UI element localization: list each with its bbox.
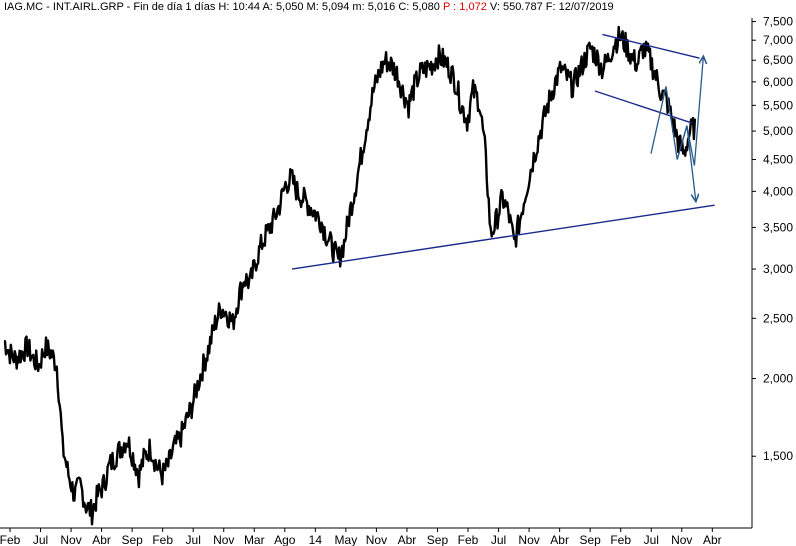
x-tick-label: Feb [458, 533, 479, 546]
chart-info-bar: IAG.MC - INT.AIRL.GRP - Fin de día 1 día… [4, 1, 614, 13]
v-value: 550.787 [502, 1, 543, 13]
x-tick-label: Feb [610, 533, 631, 546]
min-value: 5,016 [367, 1, 396, 13]
x-tick-label: 14 [309, 533, 323, 546]
x-tick-label: Abr [398, 533, 417, 546]
x-tick-label: Jul [33, 533, 48, 546]
y-tick-label: 3,500 [763, 220, 793, 234]
price-line [3, 25, 697, 526]
m-value: 5,094 [321, 1, 350, 13]
v-label: V: [489, 1, 500, 13]
y-tick-label: 1,500 [763, 449, 793, 463]
m-label: M: [306, 1, 319, 13]
y-tick-label: 2,500 [763, 311, 793, 325]
y-tick-label: 2,000 [763, 372, 793, 386]
x-tick-label: Nov [213, 533, 234, 546]
y-tick-label: 3,000 [763, 262, 793, 276]
timeframe-label: Fin de día 1 días [133, 1, 216, 13]
trendline [594, 90, 693, 124]
p-label: P : [442, 1, 457, 13]
x-tick-label: Jul [644, 533, 659, 546]
x-tick-label: Abr [92, 533, 111, 546]
min-label: m: [352, 1, 365, 13]
f-label: F: [545, 1, 556, 13]
x-tick-label: Sep [579, 533, 601, 546]
y-tick-label: 5,000 [763, 124, 793, 138]
f-value: 12/07/2019 [558, 1, 614, 13]
h-label: H: [218, 1, 230, 13]
x-tick-label: Ago [274, 533, 296, 546]
projection-path-down [676, 125, 696, 202]
x-tick-label: Nov [671, 533, 692, 546]
x-tick-label: May [335, 533, 358, 546]
x-tick-label: Jul [186, 533, 201, 546]
y-tick-label: 6,500 [763, 53, 793, 67]
x-tick-label: Jul [491, 533, 506, 546]
y-tick-label: 4,000 [763, 184, 793, 198]
x-tick-label: Feb [0, 533, 21, 546]
x-tick-label: Nov [60, 533, 81, 546]
x-tick-label: Sep [121, 533, 143, 546]
x-tick-label: Nov [518, 533, 539, 546]
x-tick-label: Abr [703, 533, 722, 546]
c-value: 5,080 [412, 1, 440, 13]
y-tick-label: 4,500 [763, 153, 793, 167]
x-tick-label: Nov [366, 533, 387, 546]
c-label: C: [398, 1, 410, 13]
h-value: 10:44 [232, 1, 261, 13]
x-tick-label: Feb [152, 533, 173, 546]
y-tick-label: 7,500 [763, 15, 793, 29]
x-tick-label: Sep [427, 533, 449, 546]
x-tick-label: Mar [244, 533, 265, 546]
a-label: A: [262, 1, 273, 13]
instrument-name: INT.AIRL.GRP [52, 1, 124, 13]
p-value: 1,072 [459, 1, 487, 13]
trendline [602, 33, 700, 59]
y-tick-label: 7,000 [763, 33, 793, 47]
symbol-label: IAG.MC [4, 1, 44, 13]
y-tick-label: 6,000 [763, 75, 793, 89]
a-value: 5,050 [275, 1, 304, 13]
x-tick-label: Abr [550, 533, 569, 546]
trendline [291, 204, 715, 270]
y-tick-label: 5,500 [763, 98, 793, 112]
